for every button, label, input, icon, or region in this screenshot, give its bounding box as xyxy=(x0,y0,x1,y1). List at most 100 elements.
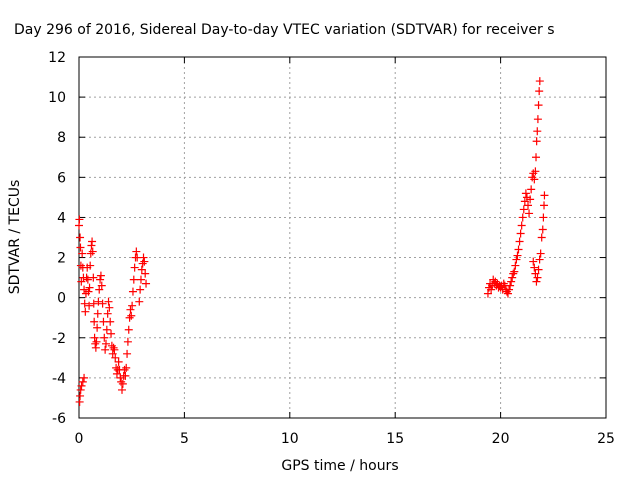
data-point xyxy=(509,269,518,278)
data-point xyxy=(89,273,98,282)
data-point xyxy=(507,277,516,286)
data-point xyxy=(529,169,538,178)
data-point xyxy=(525,209,534,218)
data-point xyxy=(135,297,144,306)
y-tick-label: 12 xyxy=(48,50,66,66)
x-axis-title: GPS time / hours xyxy=(281,458,398,474)
data-point xyxy=(531,167,540,176)
data-point xyxy=(514,245,523,254)
data-point xyxy=(518,213,527,222)
data-point xyxy=(118,385,127,394)
y-tick-labels: -6 -4 -2 0 2 4 6 8 10 12 xyxy=(48,50,66,427)
data-point xyxy=(531,269,540,278)
data-point xyxy=(140,257,149,266)
data-point xyxy=(117,377,126,386)
data-point xyxy=(530,263,539,272)
data-point xyxy=(516,229,525,238)
data-point xyxy=(88,237,97,246)
data-point xyxy=(104,297,113,306)
data-point xyxy=(86,261,95,270)
data-point xyxy=(84,287,93,296)
data-point xyxy=(534,101,543,110)
data-point xyxy=(505,285,514,294)
x-tick-label: 10 xyxy=(281,431,299,447)
data-point xyxy=(86,249,95,258)
data-point xyxy=(529,257,538,266)
y-tick-label: 6 xyxy=(57,170,66,186)
data-point xyxy=(106,317,115,326)
data-point xyxy=(530,175,539,184)
data-point xyxy=(533,127,542,136)
x-tick-label: 0 xyxy=(75,431,84,447)
data-point xyxy=(97,281,106,290)
data-point xyxy=(78,249,87,258)
y-tick-label: 0 xyxy=(57,291,66,307)
data-point xyxy=(122,363,131,372)
data-point xyxy=(123,349,132,358)
data-point xyxy=(92,337,101,346)
y-tick-label: 10 xyxy=(48,90,66,106)
data-point xyxy=(132,247,141,256)
data-point xyxy=(101,339,110,348)
data-point xyxy=(96,275,105,284)
data-point xyxy=(121,371,130,380)
data-point xyxy=(89,299,98,308)
data-point xyxy=(110,345,119,354)
data-point xyxy=(87,241,96,250)
data-point xyxy=(124,325,133,334)
data-point xyxy=(76,233,85,242)
data-point xyxy=(126,305,135,314)
data-point xyxy=(532,137,541,146)
data-point xyxy=(524,201,533,210)
data-point xyxy=(80,299,89,308)
data-point xyxy=(503,289,512,298)
data-point xyxy=(532,277,541,286)
data-point xyxy=(95,285,104,294)
data-point xyxy=(520,197,529,206)
y-tick-label: 2 xyxy=(57,251,66,267)
data-point xyxy=(483,289,492,298)
data-point xyxy=(112,363,121,372)
data-point xyxy=(508,273,517,282)
data-point xyxy=(129,275,138,284)
data-point xyxy=(511,261,520,270)
data-point xyxy=(88,247,97,256)
data-point xyxy=(517,221,526,230)
y-tick-label: 8 xyxy=(57,130,66,146)
data-point xyxy=(77,277,86,286)
data-point xyxy=(80,373,89,382)
data-point xyxy=(128,287,137,296)
data-point xyxy=(526,195,535,204)
data-point xyxy=(130,263,139,272)
data-point xyxy=(91,339,100,348)
data-point xyxy=(76,261,85,270)
y-tick-label: -6 xyxy=(52,411,66,427)
data-point xyxy=(540,191,549,200)
data-point xyxy=(81,307,90,316)
y-tick-label: -2 xyxy=(52,331,66,347)
data-point xyxy=(540,201,549,210)
data-point xyxy=(107,329,116,338)
data-point xyxy=(120,365,129,374)
data-point xyxy=(533,115,542,124)
data-point xyxy=(76,391,85,400)
data-point xyxy=(534,265,543,274)
data-point xyxy=(536,249,545,258)
data-point xyxy=(139,253,148,262)
data-point xyxy=(76,385,85,394)
data-points xyxy=(75,77,549,406)
data-point xyxy=(136,285,145,294)
data-point xyxy=(123,337,132,346)
data-point xyxy=(527,185,536,194)
data-point xyxy=(127,311,136,320)
data-point xyxy=(512,255,521,264)
data-point xyxy=(75,215,84,224)
data-point xyxy=(77,381,86,390)
data-point xyxy=(533,273,542,282)
data-point xyxy=(128,301,137,310)
data-point xyxy=(506,281,515,290)
data-point xyxy=(521,189,530,198)
data-point xyxy=(125,313,134,322)
data-point xyxy=(116,373,125,382)
